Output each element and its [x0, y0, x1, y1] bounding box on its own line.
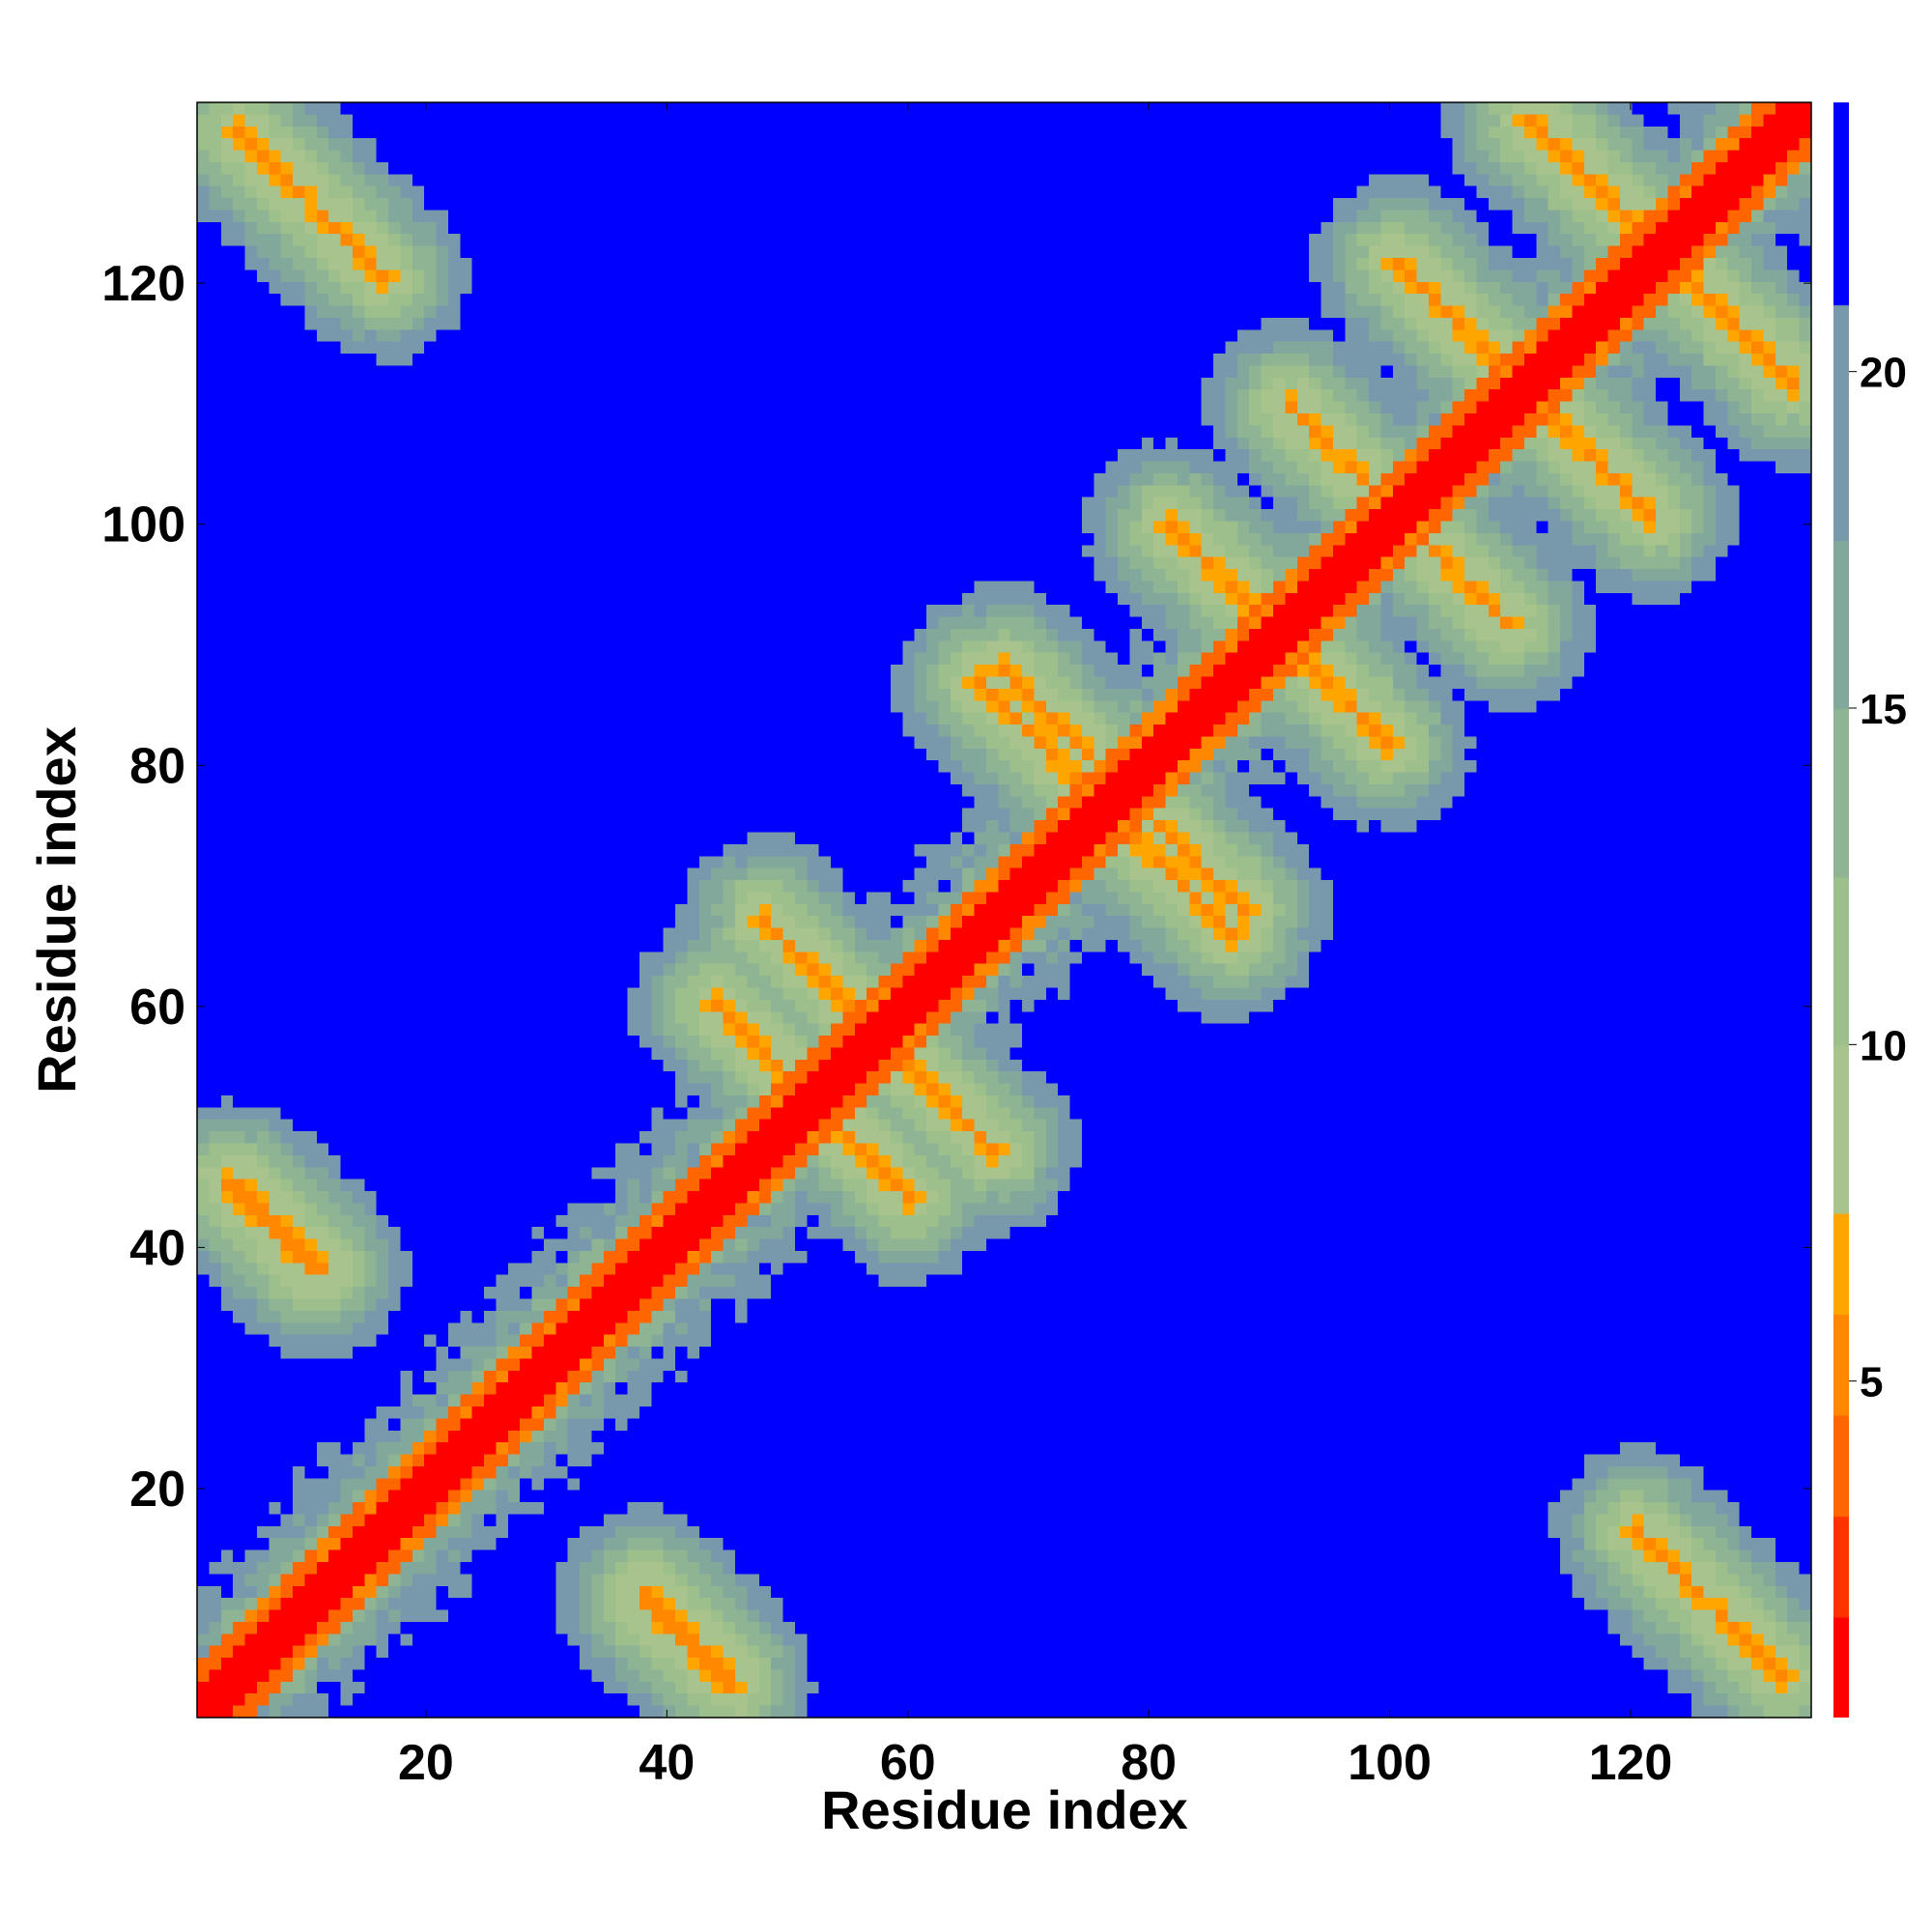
y-axis-ticks: 20 40 60 80 100 120 [101, 256, 1811, 1518]
colorbar-tick-label: 15 [1860, 686, 1907, 733]
y-tick-label: 80 [129, 738, 185, 794]
y-tick-label: 120 [101, 256, 185, 312]
colorbar-ticks: 5 10 15 20 [1849, 350, 1907, 1406]
y-tick-label: 60 [129, 980, 185, 1036]
x-tick-label: 40 [639, 1735, 695, 1791]
y-tick-label: 20 [129, 1462, 185, 1518]
x-axis-label: Residue index [821, 1779, 1188, 1840]
colorbar-tick-label: 5 [1860, 1359, 1883, 1406]
plot-frame [196, 101, 1812, 1719]
x-tick-label: 100 [1348, 1735, 1432, 1791]
x-tick-label: 120 [1589, 1735, 1673, 1791]
y-axis-label: Residue index [26, 726, 87, 1094]
colorbar [1833, 102, 1849, 1718]
colorbar-tick-label: 10 [1860, 1022, 1907, 1069]
y-tick-label: 100 [101, 497, 185, 554]
colorbar-tick-label: 20 [1860, 350, 1907, 397]
x-tick-label: 20 [398, 1735, 454, 1791]
y-tick-label: 40 [129, 1220, 185, 1276]
x-axis-ticks: 20 40 60 80 100 120 [398, 102, 1672, 1791]
x-tick-label: 80 [1121, 1735, 1177, 1791]
x-tick-label: 60 [880, 1735, 936, 1791]
heatmap-plot-area [197, 102, 1811, 1718]
